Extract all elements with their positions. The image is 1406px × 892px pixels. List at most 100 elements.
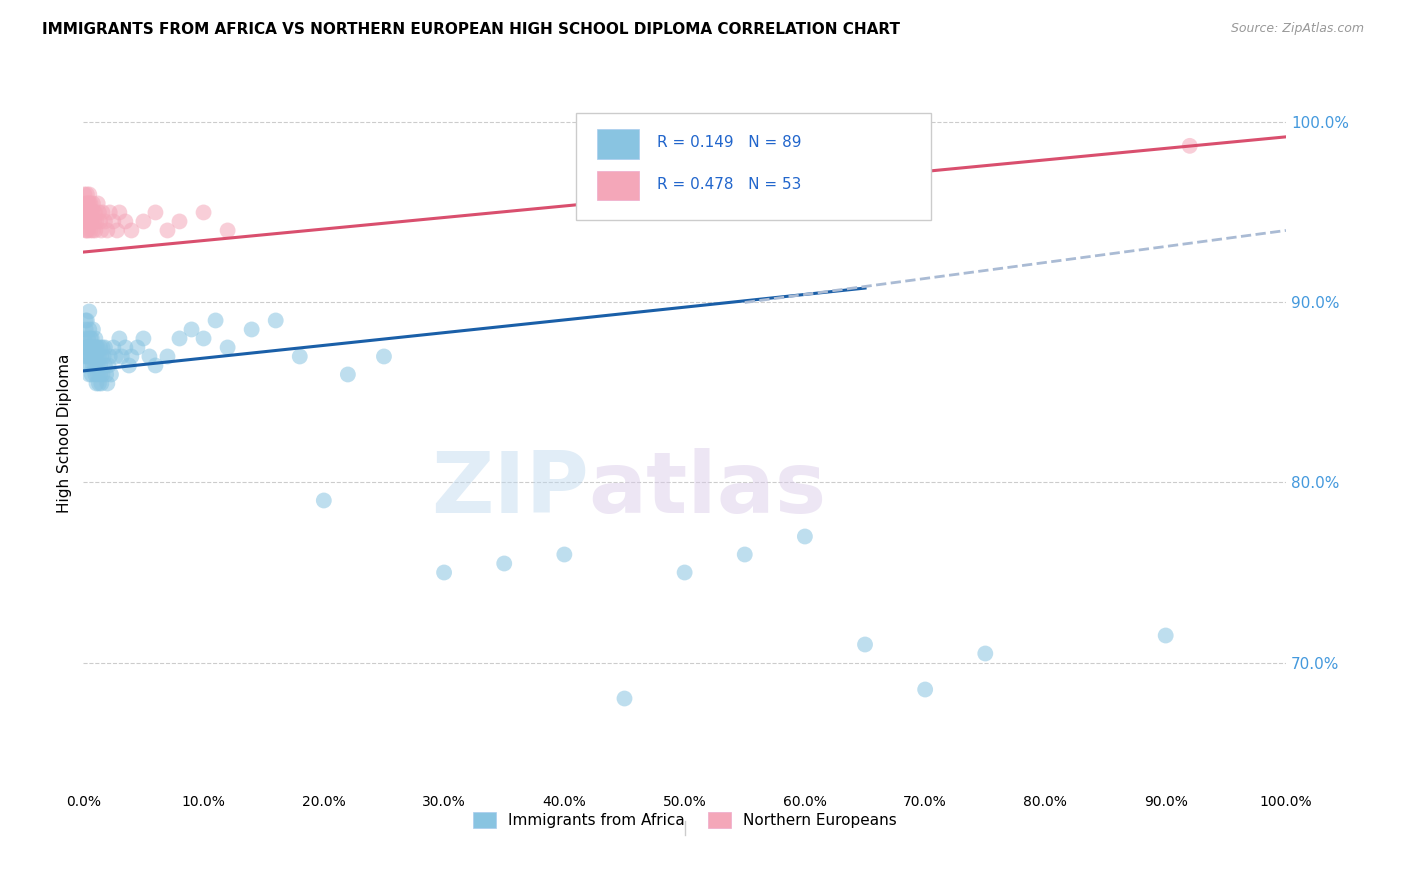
Point <box>79 196 101 211</box>
Text: atlas: atlas <box>589 449 827 532</box>
Point <box>204 313 226 327</box>
Text: R = 0.478   N = 53: R = 0.478 N = 53 <box>657 178 801 193</box>
Point <box>75 313 97 327</box>
Point <box>96 223 118 237</box>
Point <box>77 350 100 364</box>
Point <box>145 205 167 219</box>
Point <box>79 214 101 228</box>
Point <box>79 368 101 382</box>
Point <box>87 196 110 211</box>
Point <box>80 205 103 219</box>
Point <box>111 350 134 364</box>
Bar <box>596 170 638 201</box>
Point <box>89 341 111 355</box>
Point <box>77 341 100 355</box>
Point <box>84 350 107 364</box>
Point <box>734 548 756 562</box>
Point <box>87 368 110 382</box>
Point <box>312 493 335 508</box>
Point <box>83 205 105 219</box>
Point <box>108 205 131 219</box>
Point <box>98 350 121 364</box>
Point <box>87 359 110 373</box>
Point <box>76 350 98 364</box>
Point <box>180 322 202 336</box>
Point <box>79 341 101 355</box>
Point <box>77 196 100 211</box>
Point <box>79 350 101 364</box>
Text: ZIP: ZIP <box>430 449 589 532</box>
Point <box>118 359 141 373</box>
Point <box>87 341 110 355</box>
Point <box>94 368 117 382</box>
Point <box>80 368 103 382</box>
Point <box>79 214 101 228</box>
Point <box>80 214 103 228</box>
Y-axis label: High School Diploma: High School Diploma <box>58 353 72 513</box>
Point <box>853 638 876 652</box>
Point <box>76 223 98 237</box>
Point <box>132 331 155 345</box>
Point <box>169 331 191 345</box>
Point <box>83 341 105 355</box>
Point <box>75 196 97 211</box>
Point <box>336 368 359 382</box>
Point <box>94 341 117 355</box>
Point <box>79 359 101 373</box>
Point <box>94 214 117 228</box>
Point <box>288 350 311 364</box>
Point <box>433 566 456 580</box>
Point <box>84 223 107 237</box>
Point <box>84 205 107 219</box>
Point <box>156 350 179 364</box>
Point <box>613 691 636 706</box>
Point <box>77 331 100 345</box>
Point <box>76 341 98 355</box>
Point <box>217 223 239 237</box>
Point <box>91 368 114 382</box>
Point <box>1154 628 1177 642</box>
Bar <box>596 129 638 159</box>
Point <box>103 341 125 355</box>
Point <box>193 331 215 345</box>
Point <box>87 205 110 219</box>
Point <box>75 322 97 336</box>
Point <box>84 331 107 345</box>
Point <box>104 350 127 364</box>
Point <box>87 350 110 364</box>
Point <box>1178 139 1201 153</box>
Point <box>145 359 167 373</box>
Point <box>793 529 815 543</box>
Point <box>91 341 114 355</box>
Point <box>79 341 101 355</box>
Point <box>89 359 111 373</box>
Point <box>94 359 117 373</box>
Point <box>89 368 111 382</box>
Text: R = 0.149   N = 89: R = 0.149 N = 89 <box>657 136 801 151</box>
Point <box>373 350 395 364</box>
Point <box>914 682 936 697</box>
Point <box>79 304 101 318</box>
Point <box>86 341 108 355</box>
Point <box>240 322 263 336</box>
Point <box>90 223 112 237</box>
Point <box>73 187 96 202</box>
Point <box>673 187 696 202</box>
Point <box>79 331 101 345</box>
Point <box>80 331 103 345</box>
Legend: Immigrants from Africa, Northern Europeans: Immigrants from Africa, Northern Europea… <box>467 806 903 834</box>
Point <box>217 341 239 355</box>
Point <box>79 187 101 202</box>
Point <box>494 557 516 571</box>
Point <box>264 313 287 327</box>
Point <box>89 214 111 228</box>
Point <box>76 196 98 211</box>
Point <box>105 223 128 237</box>
Point <box>98 205 121 219</box>
Point <box>77 214 100 228</box>
Point <box>193 205 215 219</box>
Point <box>974 647 997 661</box>
Point <box>82 341 104 355</box>
Point <box>75 205 97 219</box>
Point <box>120 350 142 364</box>
